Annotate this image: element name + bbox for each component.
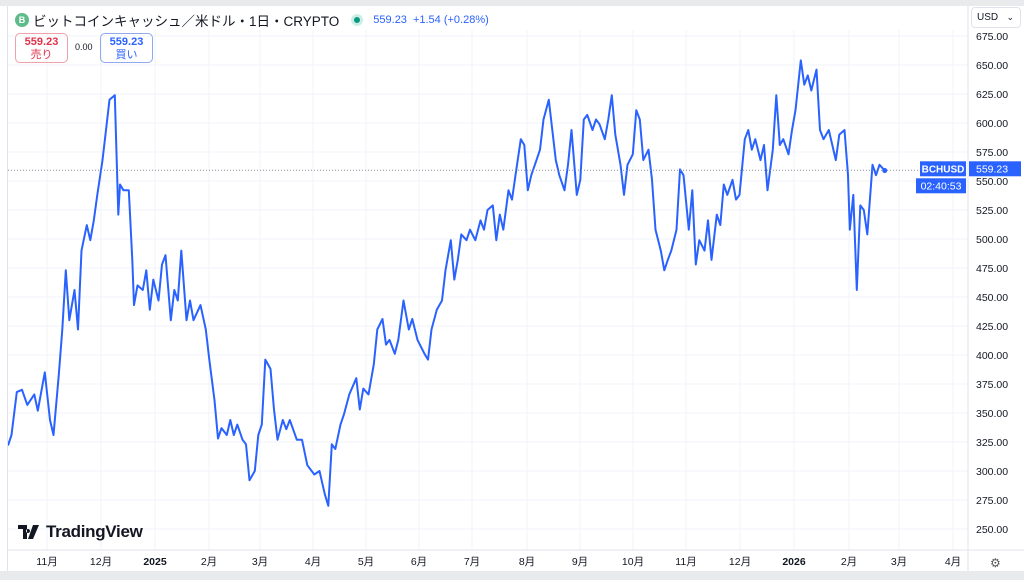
y-tick-label: 350.00 <box>976 408 1008 420</box>
current-price: 559.23 <box>373 14 407 26</box>
y-tick-label: 275.00 <box>976 495 1008 507</box>
buy-label: 買い <box>115 49 138 61</box>
buy-price: 559.23 <box>109 36 144 48</box>
y-tick-label: 425.00 <box>976 321 1008 333</box>
symbol-title[interactable]: ビットコインキャッシュ／米ドル・1日・CRYPTO <box>33 14 340 29</box>
countdown-label: 02:40:53 <box>921 180 962 192</box>
tradingview-logo-icon <box>18 525 39 539</box>
chevron-down-icon: ⌄ <box>1006 12 1014 22</box>
price-line[interactable] <box>7 59 886 507</box>
x-tick-label: 10月 <box>622 556 644 568</box>
y-tick-label: 250.00 <box>976 524 1008 536</box>
y-tick-label: 525.00 <box>976 205 1008 217</box>
y-tick-label: 450.00 <box>976 292 1008 304</box>
y-tick-label: 600.00 <box>976 118 1008 130</box>
x-tick-label: 5月 <box>358 556 374 568</box>
x-tick-label: 12月 <box>90 556 112 568</box>
currency-value: USD <box>977 12 999 23</box>
last-price-dot <box>882 168 888 174</box>
sell-label: 売り <box>30 49 53 61</box>
y-tick-label: 675.00 <box>976 31 1008 43</box>
y-tick-label: 400.00 <box>976 350 1008 362</box>
tradingview-logo[interactable]: TradingView <box>18 522 143 542</box>
y-tick-label: 575.00 <box>976 147 1008 159</box>
sell-price: 559.23 <box>24 36 59 48</box>
y-tick-label: 375.00 <box>976 379 1008 391</box>
logo-text: TradingView <box>46 522 143 541</box>
x-tick-label: 11月 <box>675 556 696 568</box>
x-tick-label: 8月 <box>519 556 535 568</box>
y-tick-label: 325.00 <box>976 437 1008 449</box>
x-tick-label: 3月 <box>891 556 907 568</box>
bitcoin-cash-icon: B <box>15 13 29 27</box>
market-status-icon <box>351 14 364 26</box>
y-tick-label: 500.00 <box>976 234 1008 246</box>
y-tick-label: 300.00 <box>976 466 1008 478</box>
symbol-header: B ビットコインキャッシュ／米ドル・1日・CRYPTO 559.23 +1.54… <box>15 10 489 30</box>
x-tick-label: 7月 <box>464 556 480 568</box>
x-tick-label: 2025 <box>143 556 167 568</box>
y-tick-label: 650.00 <box>976 60 1008 72</box>
y-tick-label: 475.00 <box>976 263 1008 275</box>
last-price-label-box <box>969 161 1021 177</box>
x-tick-label: 3月 <box>252 556 268 568</box>
buy-button[interactable]: 559.23 買い <box>100 33 153 63</box>
x-tick-label: 4月 <box>305 556 321 568</box>
currency-select[interactable]: USD ⌄ <box>971 7 1021 28</box>
x-tick-label: 6月 <box>411 556 427 568</box>
settings-icon[interactable]: ⚙ <box>990 556 1001 570</box>
y-tick-label: 625.00 <box>976 89 1008 101</box>
x-tick-label: 2月 <box>841 556 857 568</box>
symbol-label: BCHUSD <box>922 164 965 175</box>
x-tick-label: 12月 <box>729 556 751 568</box>
countdown-label-box <box>916 178 966 194</box>
last-price-label: 559.23 <box>976 163 1008 175</box>
sell-button[interactable]: 559.23 売り <box>15 33 68 63</box>
x-tick-label: 11月 <box>36 556 57 568</box>
price-change: +1.54 (+0.28%) <box>412 14 489 26</box>
left-panel-edge <box>0 6 8 571</box>
symbol-label-box <box>920 161 966 177</box>
x-tick-label: 4月 <box>945 556 961 568</box>
top-toolbar <box>0 0 1024 6</box>
spread-value: 0.00 <box>75 42 93 52</box>
y-tick-label: 550.00 <box>976 176 1008 188</box>
bottom-bar <box>0 571 1024 580</box>
x-tick-label: 9月 <box>572 556 588 568</box>
x-tick-label: 2026 <box>782 556 806 568</box>
x-tick-label: 2月 <box>201 556 217 568</box>
